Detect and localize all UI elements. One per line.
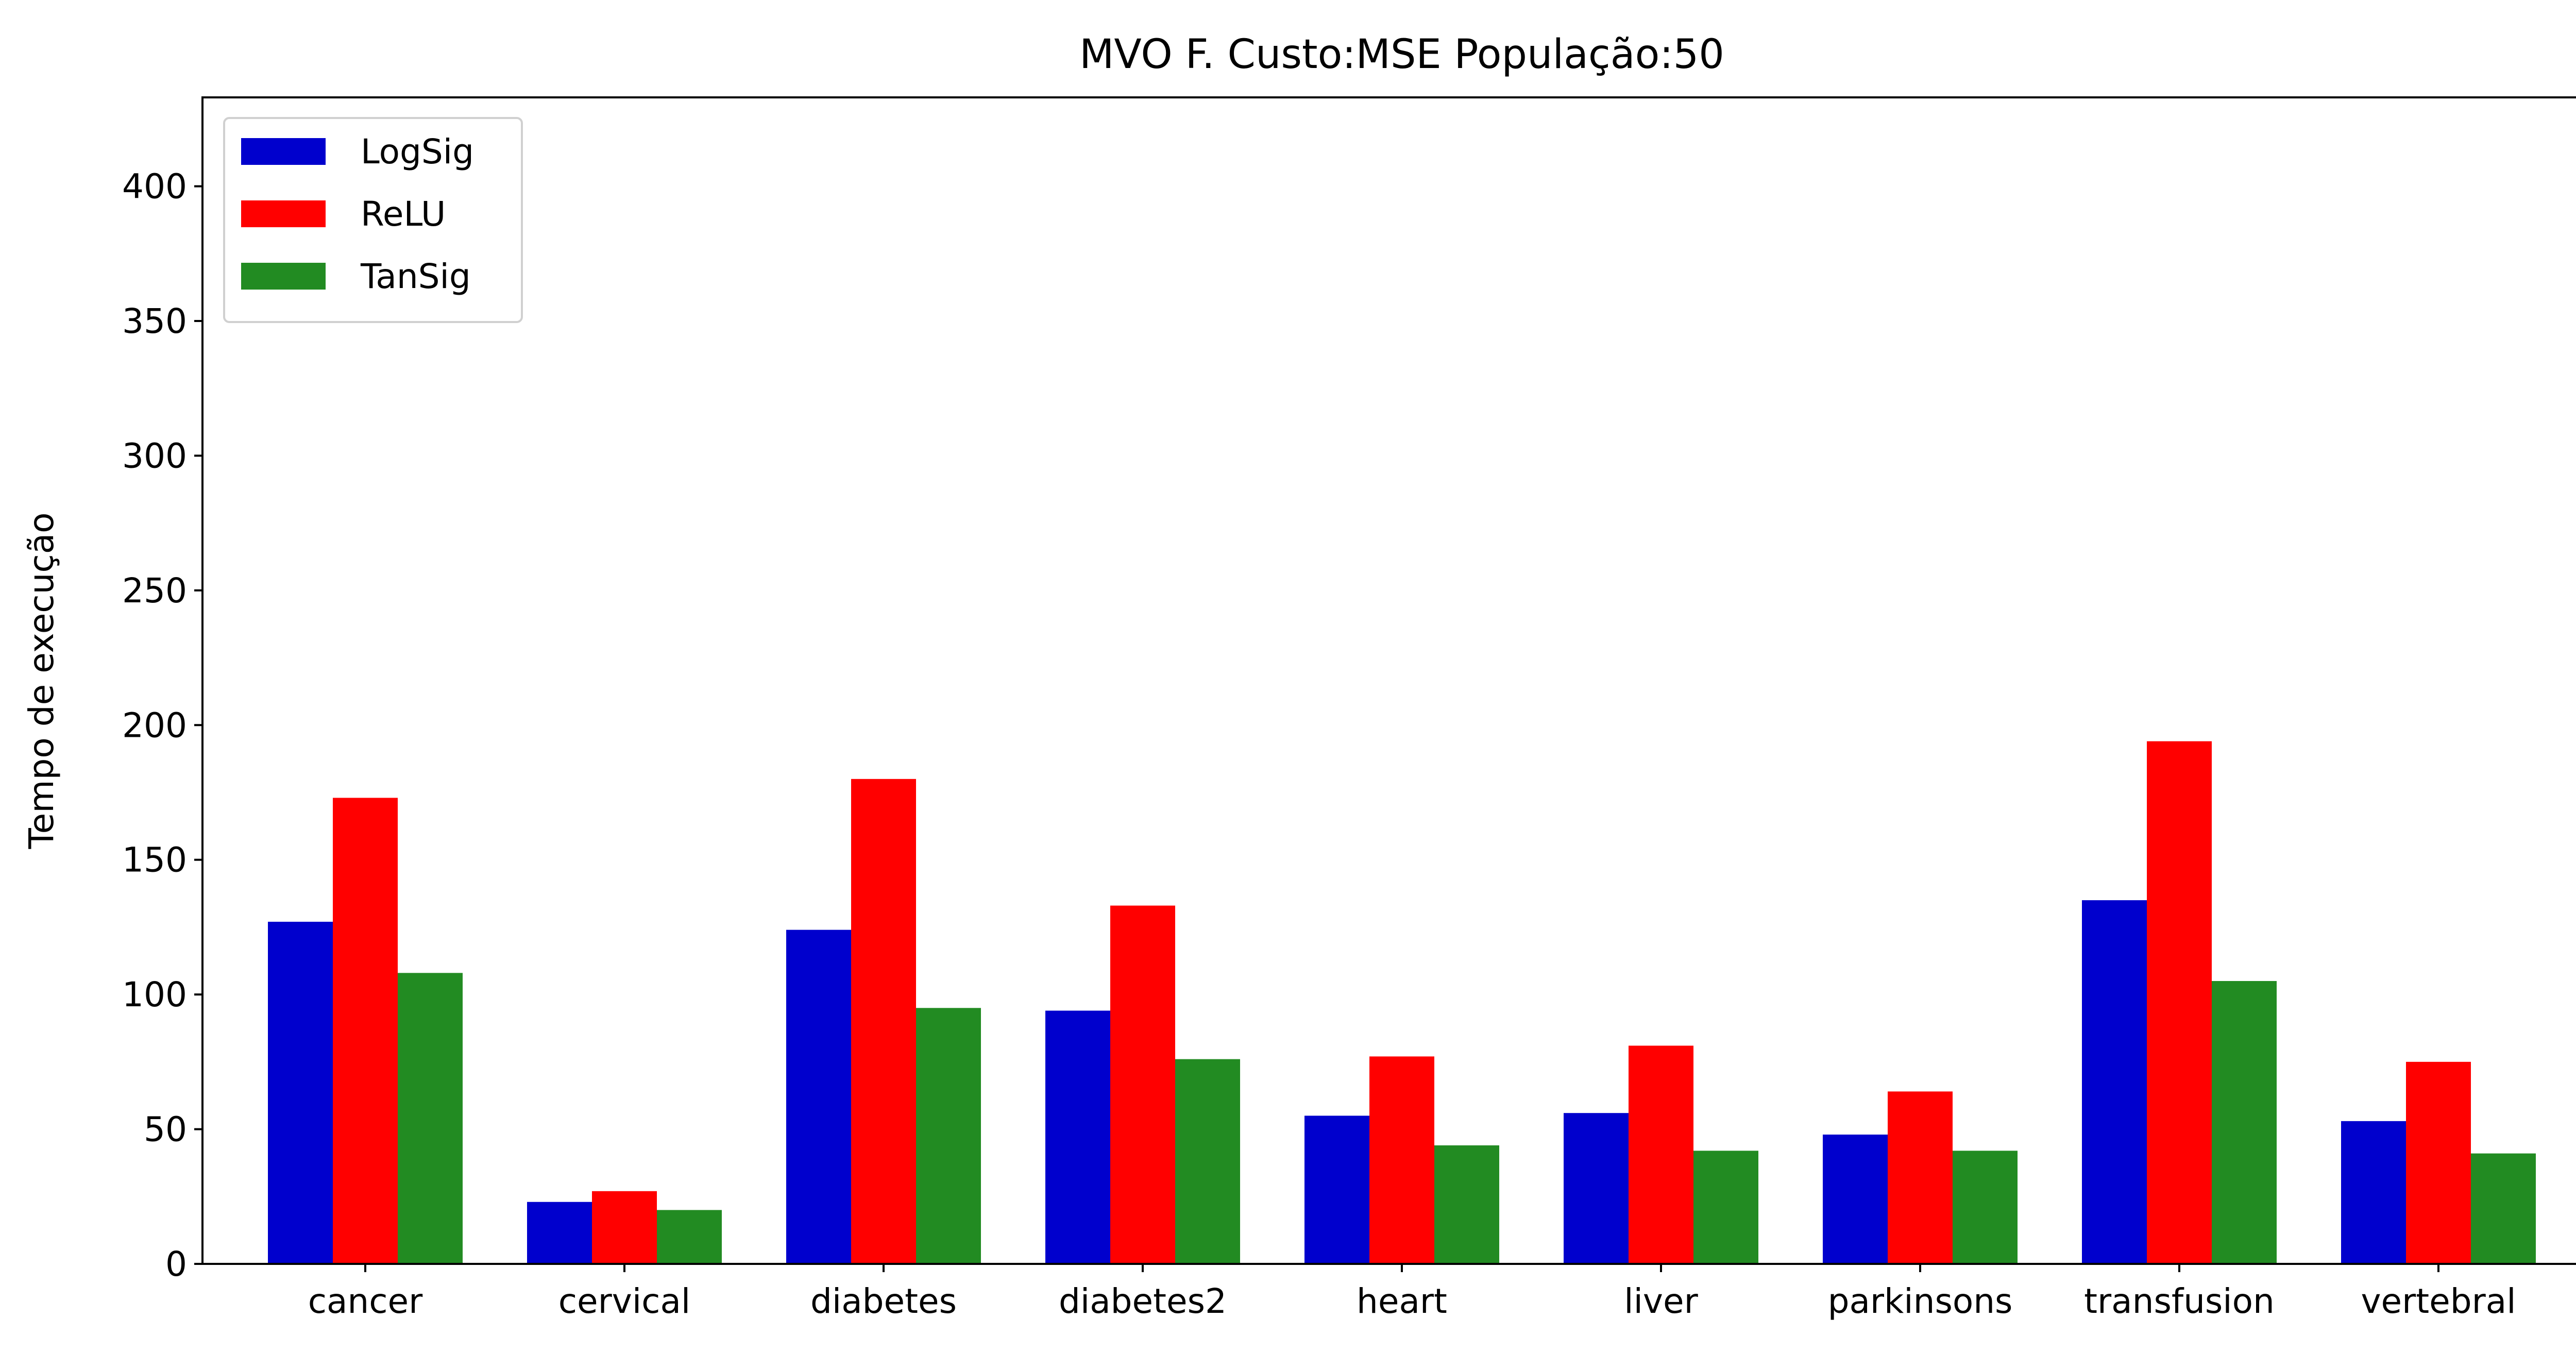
bar-logsig-liver <box>1564 1113 1629 1264</box>
x-tick-label: parkinsons <box>1828 1281 2013 1321</box>
bar-tansig-vertebral <box>2471 1153 2536 1264</box>
bar-relu-cervical <box>592 1191 657 1264</box>
bar-logsig-transfusion <box>2082 900 2147 1264</box>
bar-logsig-diabetes <box>786 929 851 1264</box>
plot-frame <box>201 96 2576 1265</box>
y-tick-label: 400 <box>122 167 187 207</box>
legend-label-logsig: LogSig <box>361 132 474 172</box>
legend-swatch-tansig <box>241 263 326 290</box>
bar-tansig-diabetes <box>916 1008 981 1264</box>
y-tick-label: 0 <box>165 1244 187 1284</box>
bar-tansig-liver <box>1693 1151 1758 1264</box>
x-tick-label: diabetes2 <box>1059 1281 1227 1321</box>
bar-tansig-heart <box>1434 1145 1499 1264</box>
bar-relu-liver <box>1629 1045 1693 1264</box>
bar-logsig-diabetes2 <box>1045 1010 1110 1264</box>
ticks-layer: cancer cervical diabetes diabetes2 heart live… <box>122 167 2516 1321</box>
bar-logsig-parkinsons <box>1823 1135 1888 1264</box>
legend-label-relu: ReLU <box>361 194 446 234</box>
x-tick-label: liver <box>1624 1281 1698 1321</box>
x-tick-label: cervical <box>558 1281 691 1321</box>
bar-tansig-diabetes2 <box>1175 1059 1240 1264</box>
legend: LogSig ReLU TanSig <box>223 117 523 323</box>
x-tick-label: heart <box>1357 1281 1447 1321</box>
bar-logsig-heart <box>1304 1116 1369 1264</box>
bar-logsig-cervical <box>527 1202 592 1264</box>
bar-relu-vertebral <box>2406 1061 2471 1264</box>
y-tick-label: 300 <box>122 436 187 476</box>
bar-relu-cancer <box>333 798 398 1264</box>
x-tick-label: diabetes <box>810 1281 957 1321</box>
bar-tansig-transfusion <box>2212 981 2277 1264</box>
bar-relu-transfusion <box>2147 741 2212 1264</box>
bar-logsig-vertebral <box>2341 1121 2406 1264</box>
bar-tansig-cancer <box>398 973 463 1264</box>
bar-relu-diabetes <box>851 779 916 1264</box>
legend-swatch-logsig <box>241 138 326 165</box>
y-tick-label: 150 <box>122 840 187 880</box>
y-axis-label: Tempo de execução <box>22 512 61 849</box>
bar-logsig-cancer <box>268 921 333 1264</box>
x-tick-label: vertebral <box>2361 1281 2516 1321</box>
y-tick-label: 100 <box>122 975 187 1015</box>
bar-relu-heart <box>1369 1056 1434 1264</box>
chart-title: MVO F. Custo:MSE População:50 <box>1079 31 1724 78</box>
bar-tansig-parkinsons <box>1953 1151 2018 1264</box>
bar-relu-diabetes2 <box>1110 905 1175 1264</box>
bar-tansig-cervical <box>657 1210 722 1264</box>
x-tick-label: transfusion <box>2084 1281 2275 1321</box>
y-tick-label: 50 <box>144 1110 187 1150</box>
bars-layer <box>268 741 2536 1264</box>
y-tick-label: 200 <box>122 705 187 745</box>
y-tick-label: 350 <box>122 301 187 341</box>
y-tick-label: 250 <box>122 571 187 611</box>
legend-swatch-relu <box>241 200 326 227</box>
bar-relu-parkinsons <box>1888 1091 1953 1264</box>
legend-label-tansig: TanSig <box>360 257 471 296</box>
x-tick-label: cancer <box>308 1281 423 1321</box>
